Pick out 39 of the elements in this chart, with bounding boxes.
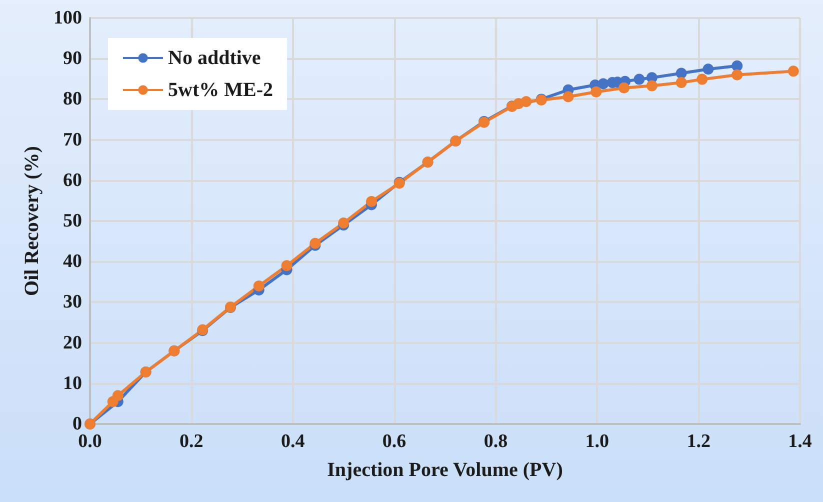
point: [253, 280, 264, 292]
y-tick-label: 100: [54, 8, 82, 28]
y-tick-label: 30: [63, 292, 82, 313]
y-tick-label: 70: [63, 129, 82, 150]
x-tick-label: 1.2: [686, 431, 710, 452]
point: [598, 78, 609, 90]
point: [732, 60, 743, 72]
y-tick-label: 90: [63, 48, 82, 70]
legend-label: 5wt% ME-2: [168, 79, 273, 101]
x-tick-label: 0.4: [280, 431, 306, 452]
point: [646, 80, 658, 92]
y-axis-title: Oil Recovery (%): [21, 146, 43, 296]
y-tick-label: 20: [63, 332, 82, 354]
point: [562, 91, 574, 102]
point: [702, 64, 714, 75]
x-tick-label: 0.6: [382, 431, 406, 452]
point: [366, 196, 377, 208]
y-tick-label: 60: [63, 170, 82, 191]
point: [676, 68, 687, 79]
x-tick-label: 0.2: [180, 431, 204, 452]
y-tick-label: 80: [63, 88, 82, 110]
point: [112, 390, 124, 402]
point: [696, 74, 708, 85]
y-tick-label: 10: [63, 372, 82, 394]
point: [520, 96, 532, 108]
point: [788, 66, 799, 77]
x-tick-label: 1.4: [788, 431, 812, 452]
point: [590, 86, 602, 98]
legend-label: No addtive: [168, 47, 261, 69]
x-tick-label: 0.8: [484, 431, 508, 452]
point: [618, 82, 630, 94]
x-axis-title: Injection Pore Volume (PV): [327, 459, 563, 481]
y-tick-label: 40: [63, 251, 82, 272]
point: [281, 260, 292, 272]
point: [732, 69, 743, 80]
point: [676, 77, 687, 88]
y-tick-label: 50: [63, 210, 82, 232]
point: [634, 74, 645, 85]
x-tick-label: 1.0: [585, 431, 610, 452]
